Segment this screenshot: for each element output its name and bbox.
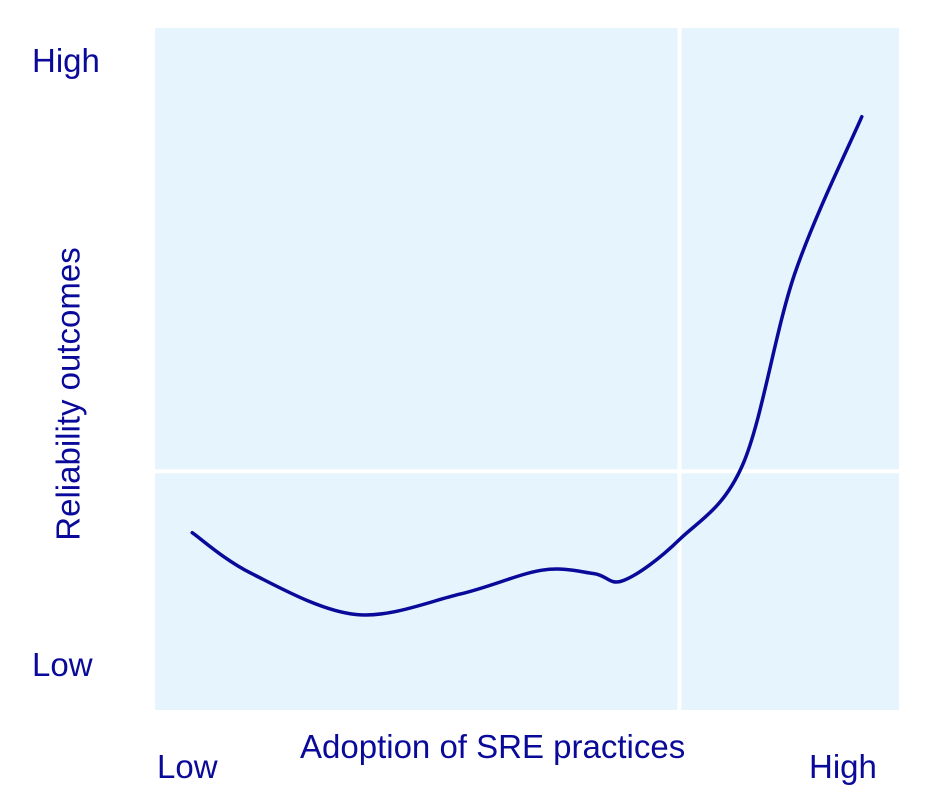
plot-background xyxy=(155,28,899,710)
x-tick-label-low: Low xyxy=(157,748,218,785)
x-axis-title: Adoption of SRE practices xyxy=(300,728,686,765)
y-axis-title: Reliability outcomes xyxy=(49,247,87,541)
y-tick-label-high: High xyxy=(32,42,100,79)
series-line xyxy=(190,114,864,617)
y-tick-label-low: Low xyxy=(32,646,93,683)
x-tick-label-high: High xyxy=(809,748,877,785)
